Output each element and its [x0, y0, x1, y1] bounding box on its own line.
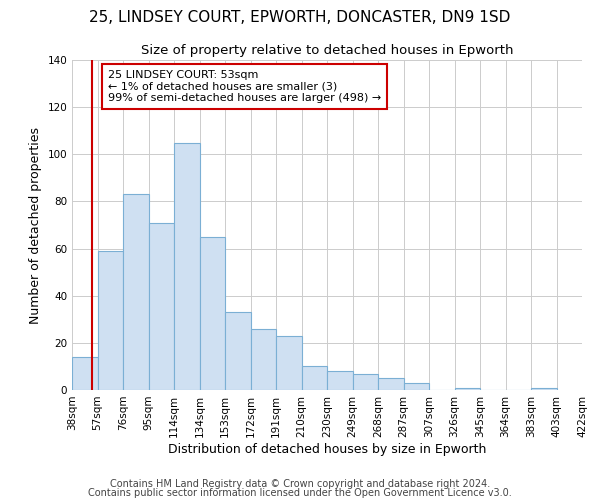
Bar	[174, 142, 199, 390]
Text: Contains public sector information licensed under the Open Government Licence v3: Contains public sector information licen…	[88, 488, 512, 498]
Y-axis label: Number of detached properties: Number of detached properties	[29, 126, 42, 324]
Text: Contains HM Land Registry data © Crown copyright and database right 2024.: Contains HM Land Registry data © Crown c…	[110, 479, 490, 489]
Bar	[72, 357, 97, 390]
Bar	[199, 237, 225, 390]
Text: 25, LINDSEY COURT, EPWORTH, DONCASTER, DN9 1SD: 25, LINDSEY COURT, EPWORTH, DONCASTER, D…	[89, 10, 511, 25]
Bar	[276, 336, 302, 390]
Bar	[327, 371, 353, 390]
Bar	[353, 374, 378, 390]
Bar	[149, 222, 174, 390]
Bar	[251, 328, 276, 390]
Bar	[302, 366, 327, 390]
Bar	[378, 378, 404, 390]
Bar	[404, 383, 429, 390]
Title: Size of property relative to detached houses in Epworth: Size of property relative to detached ho…	[141, 44, 513, 58]
Bar	[225, 312, 251, 390]
X-axis label: Distribution of detached houses by size in Epworth: Distribution of detached houses by size …	[168, 442, 486, 456]
Text: 25 LINDSEY COURT: 53sqm
← 1% of detached houses are smaller (3)
99% of semi-deta: 25 LINDSEY COURT: 53sqm ← 1% of detached…	[108, 70, 381, 103]
Bar	[123, 194, 149, 390]
Bar	[97, 251, 123, 390]
Bar	[455, 388, 480, 390]
Bar	[531, 388, 557, 390]
